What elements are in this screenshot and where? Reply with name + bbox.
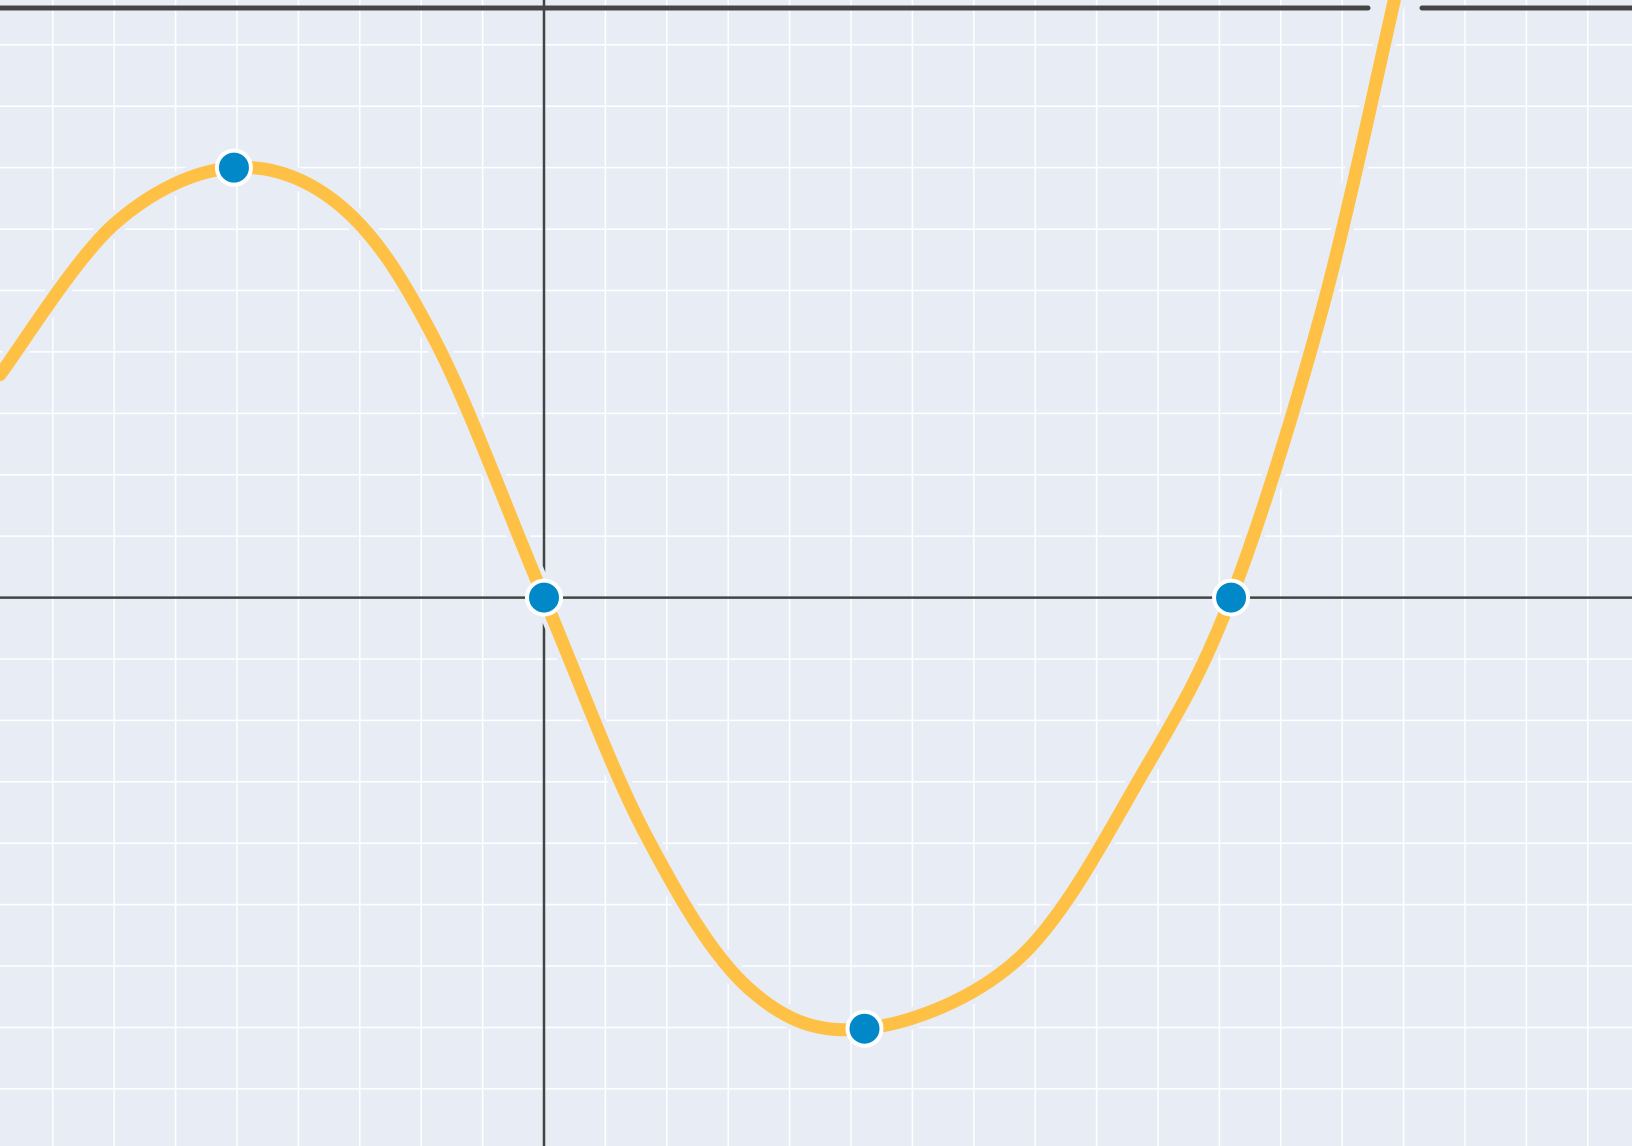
curve-outline [0,0,1394,1030]
point[interactable] [1212,578,1251,617]
point[interactable] [845,1009,884,1048]
curve [0,0,1401,1037]
point[interactable] [525,578,563,617]
point[interactable] [214,148,253,187]
